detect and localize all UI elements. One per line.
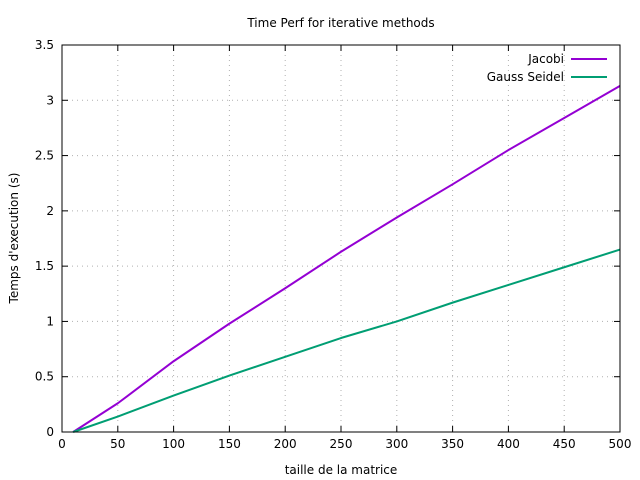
x-tick-label: 0 [58, 437, 66, 451]
x-tick-label: 250 [330, 437, 353, 451]
chart-title: Time Perf for iterative methods [246, 16, 434, 30]
x-axis-label: taille de la matrice [285, 463, 398, 477]
series-line-jacobi [72, 85, 621, 433]
y-tick-label: 0.5 [35, 370, 54, 384]
y-tick-labels: 0 0.5 1 1.5 2 2.5 3 3.5 [35, 38, 54, 439]
x-tick-label: 150 [218, 437, 241, 451]
x-tick-label: 300 [385, 437, 408, 451]
plot-border [61, 44, 621, 433]
y-tick-label: 0 [46, 425, 54, 439]
axis-ticks [61, 44, 621, 433]
x-tick-label: 100 [162, 437, 185, 451]
x-tick-label: 350 [441, 437, 464, 451]
y-tick-label: 3 [46, 93, 54, 107]
grid [62, 45, 620, 432]
series-lines [72, 85, 621, 433]
y-tick-label: 2.5 [35, 149, 54, 163]
x-tick-label: 50 [110, 437, 125, 451]
legend-label: Gauss Seidel [487, 70, 564, 84]
x-tick-label: 450 [553, 437, 576, 451]
x-tick-labels: 0 50 100 150 200 250 300 350 400 450 500 [58, 437, 631, 451]
y-tick-label: 1 [46, 314, 54, 328]
legend-label: Jacobi [527, 52, 564, 66]
x-tick-label: 500 [609, 437, 632, 451]
y-tick-label: 3.5 [35, 38, 54, 52]
x-tick-label: 200 [274, 437, 297, 451]
x-tick-label: 400 [497, 437, 520, 451]
y-axis-label: Temps d'execution (s) [7, 173, 21, 305]
legend: Jacobi Gauss Seidel [487, 52, 607, 84]
y-tick-label: 2 [46, 204, 54, 218]
y-tick-label: 1.5 [35, 259, 54, 273]
series-line-gauss-seidel [72, 248, 621, 433]
